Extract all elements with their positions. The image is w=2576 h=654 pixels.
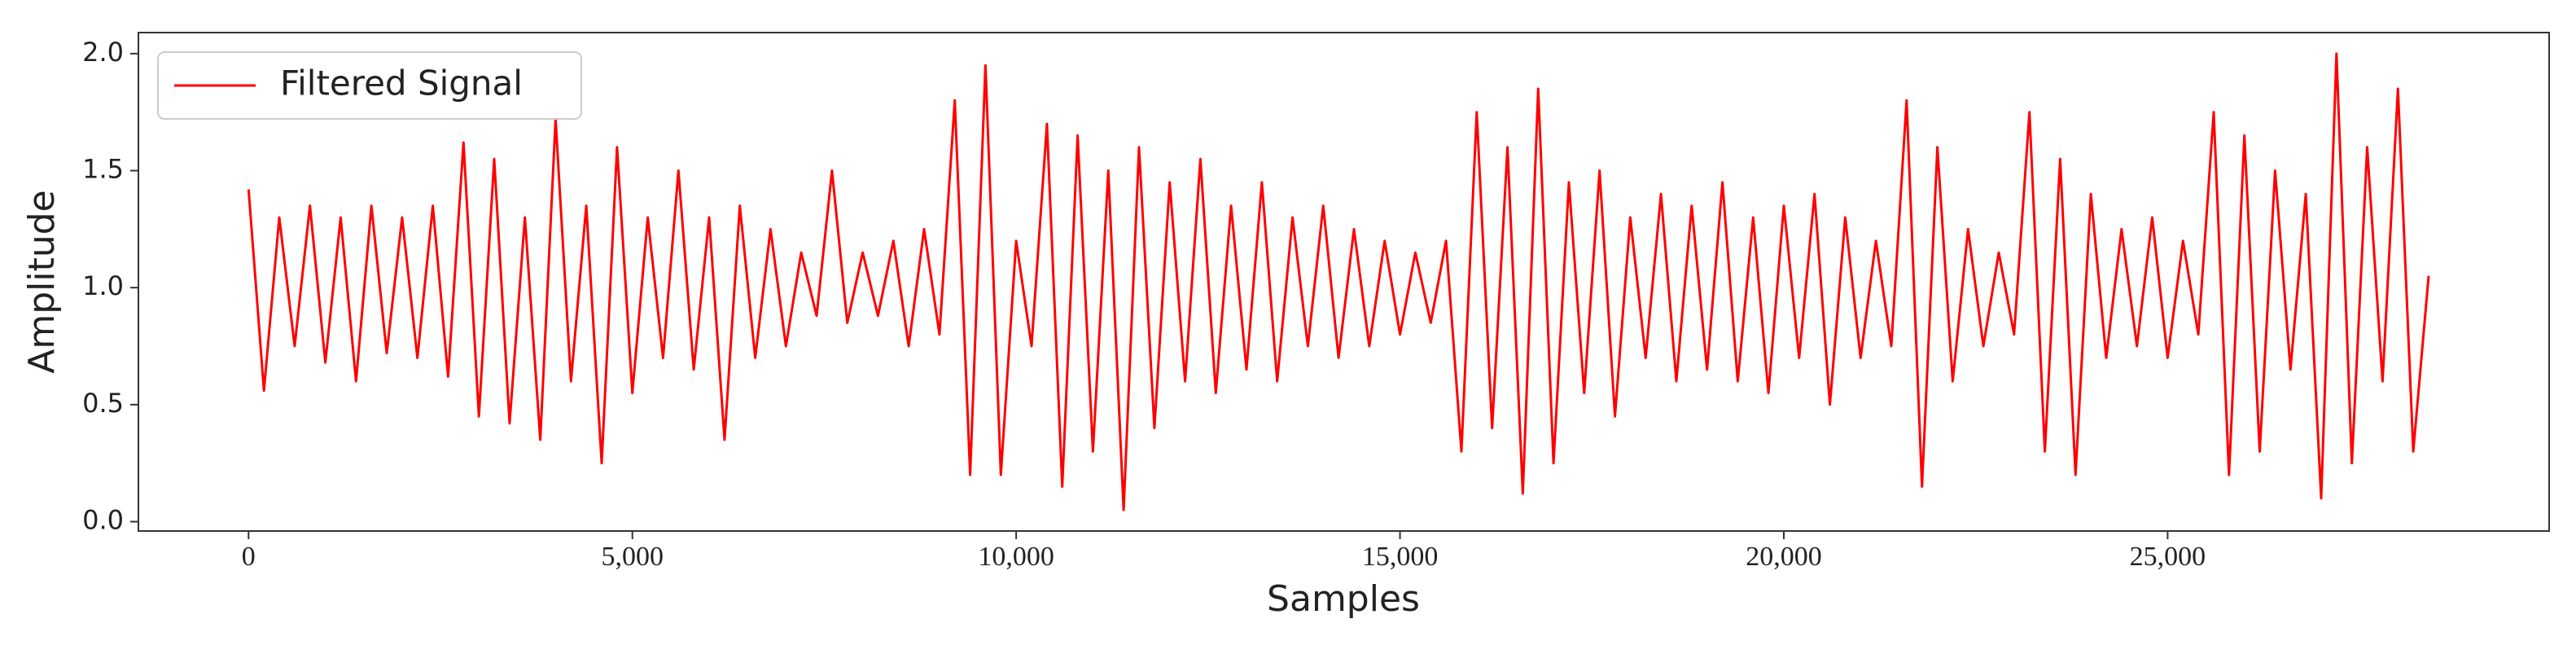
legend-box <box>157 51 582 120</box>
x-tick-label: 0 <box>242 542 256 572</box>
legend: Filtered Signal <box>157 51 582 120</box>
signal-line <box>247 52 2430 511</box>
legend-label: Filtered Signal <box>280 64 523 103</box>
x-tick-label: 5,000 <box>601 542 664 572</box>
x-tick-label: 20,000 <box>1746 542 1822 572</box>
plot-frame <box>138 32 2550 532</box>
y-tick-label: 0.5 <box>82 388 124 419</box>
y-tick-label: 2.0 <box>82 37 124 68</box>
x-axis-label: Samples <box>1267 578 1420 620</box>
x-tick-label: 10,000 <box>978 542 1054 572</box>
y-axis-label: Amplitude <box>21 190 63 373</box>
y-tick-label: 1.0 <box>82 270 124 301</box>
x-tick-label: 15,000 <box>1362 542 1439 572</box>
x-tick-label: 25,000 <box>2130 542 2206 572</box>
y-tick-label: 1.5 <box>82 154 124 185</box>
y-tick-label: 0.0 <box>82 505 124 536</box>
